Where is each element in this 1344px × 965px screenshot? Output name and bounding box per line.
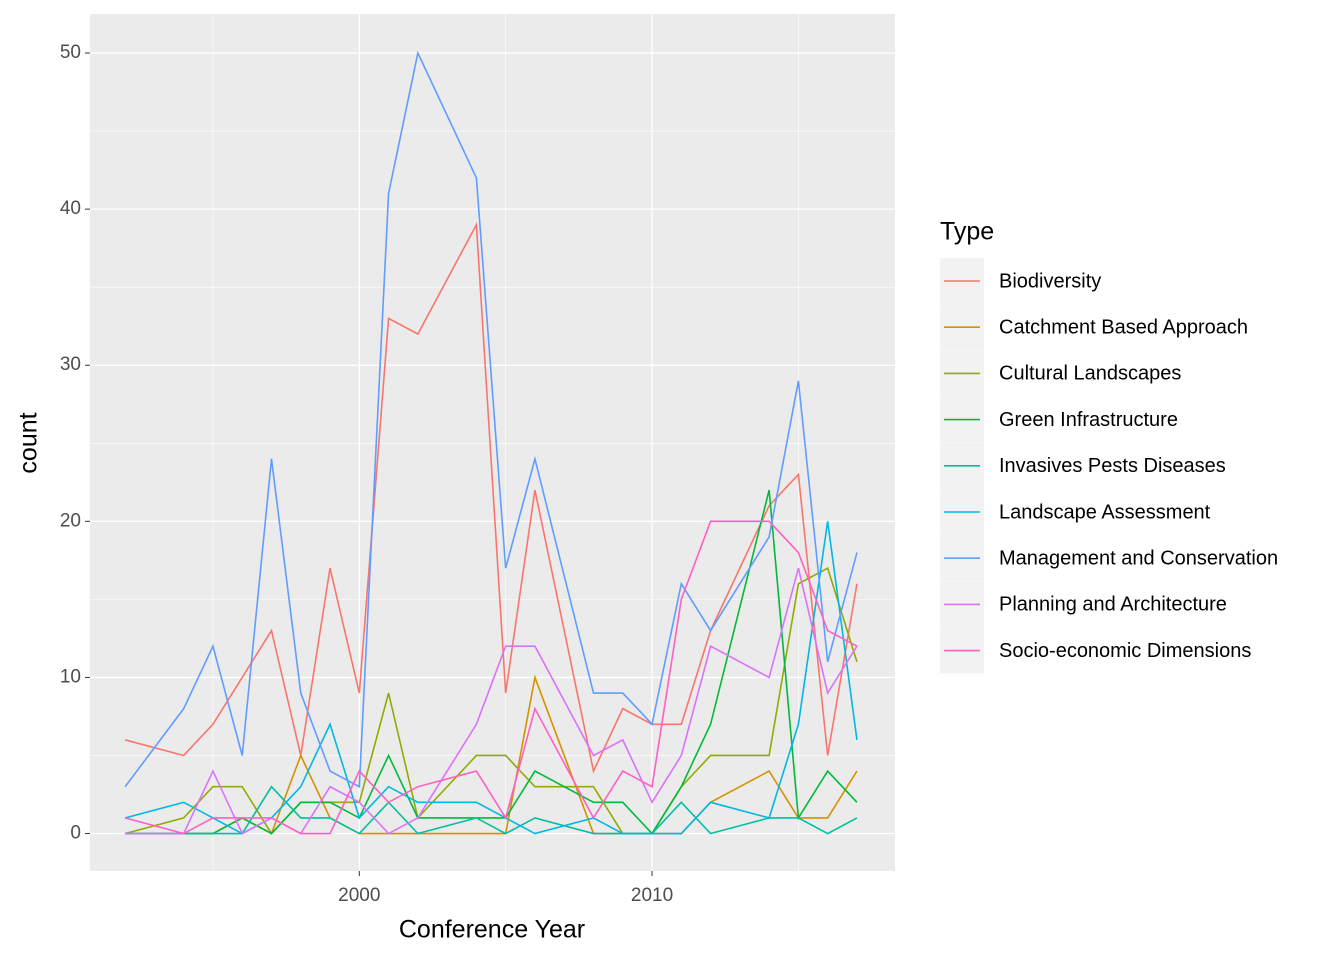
x-tick-label: 2000 [338, 885, 380, 906]
line-series [124, 221, 858, 774]
legend-label: Socio-economic Dimensions [999, 640, 1251, 662]
line-series [124, 520, 858, 835]
y-tick-label: 30 [60, 354, 81, 375]
y-axis-label: count [15, 412, 43, 473]
y-tick-label: 20 [60, 510, 81, 531]
legend-title: Type [940, 218, 994, 246]
legend-label: Biodiversity [999, 270, 1101, 292]
legend-label: Cultural Landscapes [999, 363, 1181, 385]
line-series [125, 785, 858, 835]
panel [90, 14, 895, 871]
legend-label: Catchment Based Approach [999, 316, 1248, 338]
legend-label: Planning and Architecture [999, 594, 1227, 616]
line-series [124, 50, 858, 789]
y-tick-label: 50 [60, 42, 81, 63]
x-axis-label: Conference Year [399, 916, 585, 944]
y-tick-label: 40 [60, 198, 81, 219]
y-tick-label: 0 [70, 823, 81, 844]
legend-label: Invasives Pests Diseases [999, 455, 1226, 477]
legend-label: Green Infrastructure [999, 409, 1178, 431]
x-tick-label: 2010 [631, 885, 673, 906]
legend-label: Landscape Assessment [999, 501, 1211, 523]
legend-label: Management and Conservation [999, 547, 1278, 569]
line-series [125, 567, 858, 835]
y-tick-label: 10 [60, 666, 81, 687]
